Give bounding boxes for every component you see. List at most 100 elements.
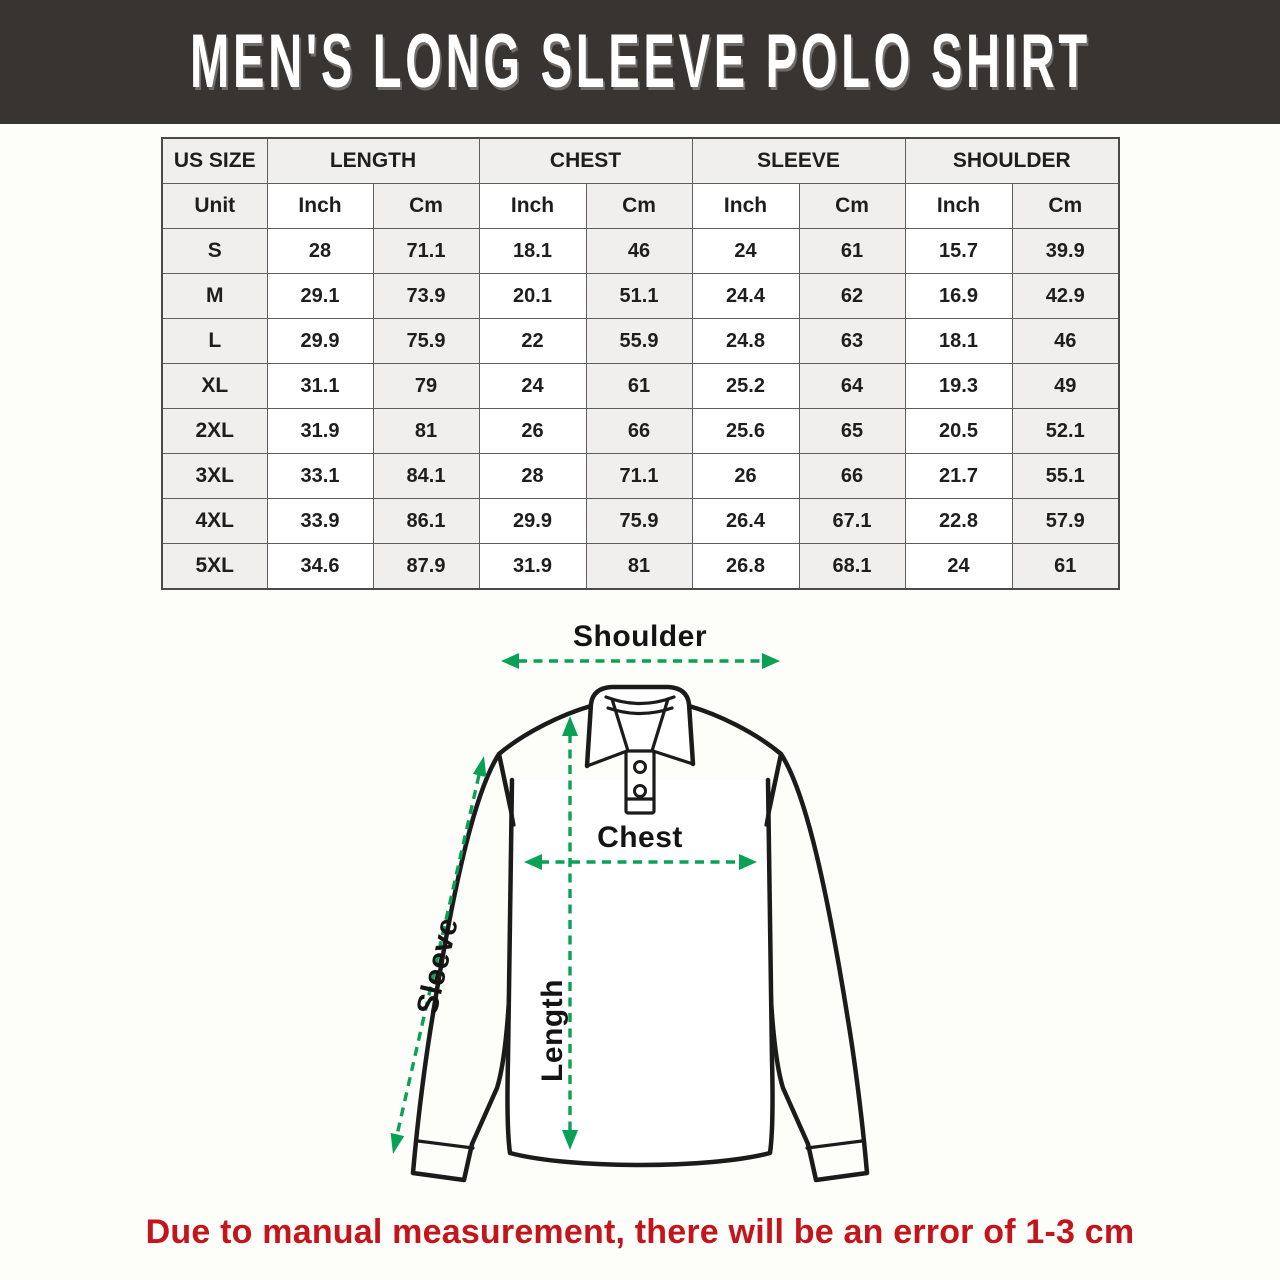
left-cuff-line bbox=[416, 1139, 475, 1150]
left-shoulder-line bbox=[496, 703, 594, 757]
arrowhead-right bbox=[739, 854, 757, 870]
value-cell: 24 bbox=[691, 228, 800, 274]
collar-outline bbox=[584, 684, 696, 769]
unit-cell: Cm bbox=[585, 183, 693, 229]
unit-cell: Cm bbox=[372, 183, 480, 229]
right-armhole-seam bbox=[764, 754, 783, 827]
size-cell: S bbox=[161, 228, 268, 274]
right-cuff-line bbox=[805, 1139, 864, 1150]
value-cell: 81 bbox=[372, 408, 480, 454]
value-cell: 61 bbox=[1011, 543, 1120, 590]
size-cell: 4XL bbox=[161, 498, 268, 544]
value-cell: 18.1 bbox=[478, 228, 587, 274]
value-cell: 28 bbox=[478, 453, 587, 499]
unit-cell: Unit bbox=[161, 183, 268, 229]
collar-fill bbox=[587, 687, 693, 766]
collar-flap-edges bbox=[585, 749, 695, 768]
arrowhead-right bbox=[762, 653, 780, 669]
value-cell: 68.1 bbox=[798, 543, 906, 590]
table-row: L 29.9 75.9 22 55.9 24.8 63 18.1 46 bbox=[161, 318, 1120, 364]
neck-v-lines bbox=[610, 697, 670, 753]
value-cell: 34.6 bbox=[266, 543, 374, 590]
value-cell: 31.1 bbox=[266, 363, 374, 409]
value-cell: 25.6 bbox=[691, 408, 800, 454]
value-cell: 24 bbox=[904, 543, 1013, 590]
sleeve-label: Sleeve bbox=[411, 915, 465, 1018]
value-cell: 52.1 bbox=[1011, 408, 1120, 454]
size-cell: 3XL bbox=[161, 453, 268, 499]
value-cell: 29.1 bbox=[266, 273, 374, 319]
table-row: XL 31.1 79 24 61 25.2 64 19.3 49 bbox=[161, 363, 1120, 409]
value-cell: 28 bbox=[266, 228, 374, 274]
measurement-note: Due to manual measurement, there will be… bbox=[145, 1212, 1135, 1251]
value-cell: 26 bbox=[691, 453, 800, 499]
body-outline bbox=[505, 777, 775, 1168]
value-cell: 46 bbox=[585, 228, 693, 274]
size-cell: L bbox=[161, 318, 268, 364]
value-cell: 26.8 bbox=[691, 543, 800, 590]
value-cell: 16.9 bbox=[904, 273, 1013, 319]
size-chart-table: US SIZE LENGTH CHEST SLEEVE SHOULDER Uni… bbox=[161, 137, 1121, 590]
arrowhead-up bbox=[472, 756, 487, 778]
shoulder-label: Shoulder bbox=[573, 620, 707, 653]
size-cell: 5XL bbox=[161, 543, 268, 590]
size-cell: XL bbox=[161, 363, 268, 409]
value-cell: 19.3 bbox=[904, 363, 1013, 409]
value-cell: 22 bbox=[478, 318, 587, 364]
button bbox=[633, 760, 647, 774]
placket bbox=[624, 749, 656, 815]
value-cell: 26.4 bbox=[691, 498, 800, 544]
unit-cell: Inch bbox=[904, 183, 1013, 229]
value-cell: 15.7 bbox=[904, 228, 1013, 274]
arrowhead-down bbox=[390, 1132, 405, 1154]
unit-cell: Cm bbox=[798, 183, 906, 229]
table-row: M 29.1 73.9 20.1 51.1 24.4 62 16.9 42.9 bbox=[161, 273, 1120, 319]
title-band: MEN'S LONG SLEEVE POLO SHIRT bbox=[0, 0, 1280, 124]
left-armhole-seam bbox=[497, 754, 516, 827]
value-cell: 67.1 bbox=[798, 498, 906, 544]
right-sleeve-outline bbox=[763, 751, 870, 1183]
value-cell: 71.1 bbox=[585, 453, 693, 499]
header-length: LENGTH bbox=[266, 137, 480, 184]
value-cell: 33.1 bbox=[266, 453, 374, 499]
value-cell: 55.1 bbox=[1011, 453, 1120, 499]
header-sleeve: SLEEVE bbox=[691, 137, 906, 184]
body-fill bbox=[507, 780, 773, 1165]
value-cell: 61 bbox=[798, 228, 906, 274]
value-cell: 29.9 bbox=[266, 318, 374, 364]
unit-cell: Inch bbox=[691, 183, 800, 229]
unit-cell: Inch bbox=[266, 183, 374, 229]
arrowhead-left bbox=[524, 854, 542, 870]
value-cell: 62 bbox=[798, 273, 906, 319]
value-cell: 66 bbox=[585, 408, 693, 454]
header-us-size: US SIZE bbox=[161, 137, 268, 184]
value-cell: 57.9 bbox=[1011, 498, 1120, 544]
value-cell: 51.1 bbox=[585, 273, 693, 319]
value-cell: 26 bbox=[478, 408, 587, 454]
length-label: Length bbox=[536, 979, 569, 1082]
value-cell: 18.1 bbox=[904, 318, 1013, 364]
value-cell: 66 bbox=[798, 453, 906, 499]
chest-label: Chest bbox=[597, 821, 683, 854]
table-row: 3XL 33.1 84.1 28 71.1 26 66 21.7 55.1 bbox=[161, 453, 1120, 499]
arrowhead-down bbox=[562, 1130, 578, 1150]
table-row: 5XL 34.6 87.9 31.9 81 26.8 68.1 24 61 bbox=[161, 543, 1120, 590]
measurement-diagram: Shoulder Chest Length Sleeve bbox=[360, 620, 920, 1245]
value-cell: 84.1 bbox=[372, 453, 480, 499]
table-row: 2XL 31.9 81 26 66 25.6 65 20.5 52.1 bbox=[161, 408, 1120, 454]
value-cell: 31.9 bbox=[478, 543, 587, 590]
header-chest: CHEST bbox=[478, 137, 693, 184]
value-cell: 49 bbox=[1011, 363, 1120, 409]
arrowhead-up bbox=[562, 716, 578, 736]
value-cell: 25.2 bbox=[691, 363, 800, 409]
size-table-body: S 28 71.1 18.1 46 24 61 15.7 39.9 M 29.1 73.9 20.1 51… bbox=[161, 228, 1120, 590]
value-cell: 21.7 bbox=[904, 453, 1013, 499]
value-cell: 73.9 bbox=[372, 273, 480, 319]
header-shoulder: SHOULDER bbox=[904, 137, 1120, 184]
value-cell: 64 bbox=[798, 363, 906, 409]
unit-header-row: Unit Inch Cm Inch Cm Inch Cm Inch Cm bbox=[161, 183, 1120, 229]
size-cell: 2XL bbox=[161, 408, 268, 454]
right-shoulder-line bbox=[686, 703, 784, 757]
value-cell: 24 bbox=[478, 363, 587, 409]
value-cell: 87.9 bbox=[372, 543, 480, 590]
